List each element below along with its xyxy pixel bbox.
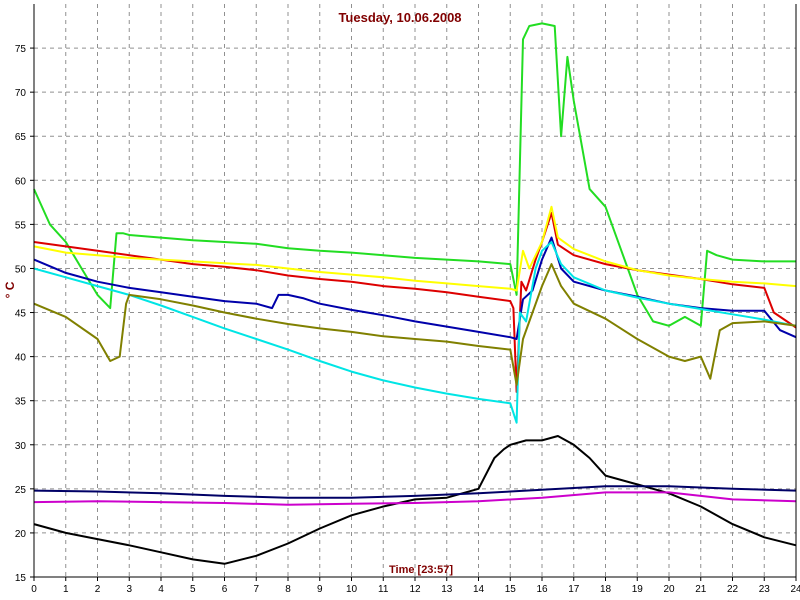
x-tick-label: 3 — [126, 584, 132, 595]
y-tick-label: 70 — [15, 88, 27, 99]
y-tick-label: 45 — [15, 309, 27, 320]
x-tick-label: 12 — [409, 584, 421, 595]
y-tick-label: 55 — [15, 220, 27, 231]
y-tick-label: 20 — [15, 529, 27, 540]
series-line-9 — [33, 491, 797, 506]
series-line-1 — [33, 22, 796, 327]
y-tick-label: 15 — [15, 573, 27, 584]
y-tick-label: 30 — [15, 441, 27, 452]
y-tick-label: 25 — [15, 485, 27, 496]
y-tick-label: 40 — [15, 353, 27, 364]
series-line-8 — [33, 485, 797, 499]
y-tick-label: 35 — [15, 397, 27, 408]
x-tick-label: 17 — [568, 584, 580, 595]
series-line-6 — [33, 263, 797, 386]
y-tick-label: 75 — [15, 44, 27, 55]
x-tick-label: 6 — [222, 584, 228, 595]
series-group — [33, 22, 797, 565]
x-tick-label: 18 — [600, 584, 612, 595]
x-tick-label: 2 — [95, 584, 101, 595]
x-tick-label: 24 — [790, 584, 800, 595]
x-tick-label: 7 — [253, 584, 259, 595]
x-tick-label: 22 — [727, 584, 739, 595]
y-axis-label: ° C — [3, 281, 17, 298]
y-tick-label: 50 — [15, 264, 27, 275]
x-tick-label: 23 — [759, 584, 771, 595]
series-line-5 — [33, 241, 797, 424]
x-tick-label: 4 — [158, 584, 164, 595]
x-tick-label: 15 — [505, 584, 517, 595]
series-line-3 — [33, 205, 797, 292]
x-tick-label: 11 — [378, 584, 389, 595]
x-axis-label: Time [23:57] — [389, 564, 453, 576]
y-tick-label: 60 — [15, 176, 27, 187]
x-tick-label: 14 — [473, 584, 485, 595]
x-tick-label: 19 — [632, 584, 644, 595]
grid — [34, 4, 796, 577]
x-tick-label: 5 — [190, 584, 196, 595]
axes — [30, 4, 797, 581]
x-tick-label: 10 — [346, 584, 358, 595]
x-tick-label: 8 — [285, 584, 291, 595]
x-tick-label: 13 — [441, 584, 453, 595]
x-tick-label: 9 — [317, 584, 323, 595]
x-tick-label: 21 — [695, 584, 707, 595]
chart-title: Tuesday, 10.06.2008 — [338, 10, 461, 25]
tick-labels: 0 1 2 3 4 5 6 7 8 9 10 11 12 13 14 15 16 17 18 19 20 21 22 23 24… — [15, 44, 800, 595]
y-tick-label: 65 — [15, 132, 27, 143]
x-tick-label: 0 — [31, 584, 37, 595]
x-tick-label: 20 — [663, 584, 675, 595]
x-tick-label: 1 — [63, 584, 69, 595]
x-tick-label: 16 — [536, 584, 548, 595]
